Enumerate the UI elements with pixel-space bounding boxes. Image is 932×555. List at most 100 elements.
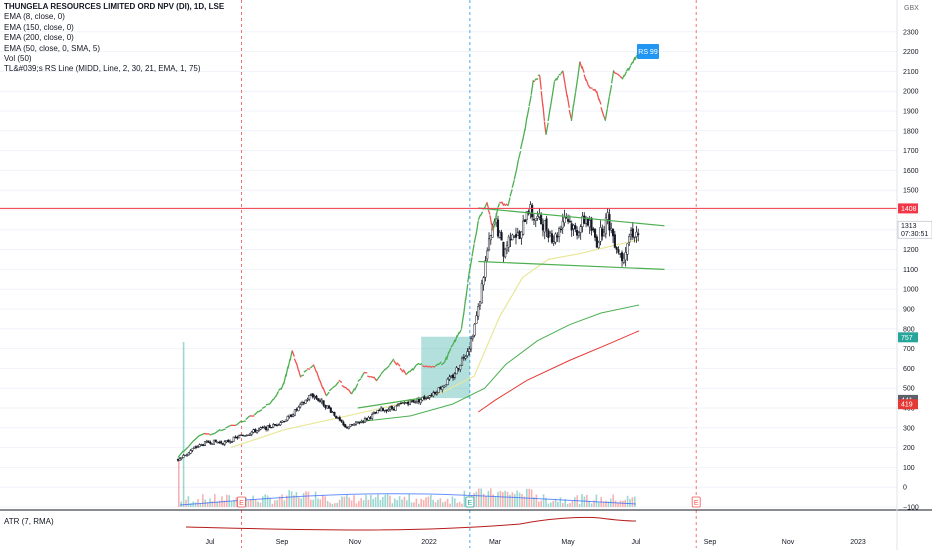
last-price-label: 1313 [901,223,917,230]
rs-line-segment [348,389,351,394]
candle-body [341,420,343,422]
indicator-ema50[interactable]: EMA (50, close, 0, SMA, 5) [4,44,224,54]
indicator-ema8[interactable]: EMA (8, close, 0) [4,12,224,22]
candle-body [181,457,183,458]
candle-body [542,224,544,230]
candle-body [434,392,436,393]
candle-body [522,221,524,234]
candle-body [326,406,328,408]
candle-body [549,233,551,236]
rs-line-segment [189,440,194,446]
atr-label[interactable]: ATR (7, RMA) [4,517,54,526]
rs-line-segment [332,386,335,388]
grid [0,32,897,507]
rs-line-segment [269,399,273,404]
candle-body [504,249,506,257]
candle-body [564,217,566,222]
volume-bar [428,497,430,507]
shaded-box-rect [421,337,470,398]
indicator-ema200[interactable]: EMA (200, close, 0) [4,33,224,43]
volume-bar [180,502,182,507]
volume-bar [632,497,634,507]
volume-bar [344,497,346,507]
candle-body [197,447,199,448]
candle-body [429,396,431,398]
candle-body [485,261,487,278]
candle-body [294,410,296,416]
volume-bar [310,500,312,507]
candle-body [357,422,359,423]
candle-body [467,352,469,356]
candle-body [472,336,474,338]
y-tick-label: −100 [903,505,919,512]
candle-body [618,250,620,253]
indicator-ema150[interactable]: EMA (150, close, 0) [4,23,224,33]
volume-bar [567,504,569,507]
indicator-rs-line[interactable]: TL&#039;s RS Line (MIDD, Line, 2, 30, 21… [4,64,224,74]
rs-line-segment [618,74,620,76]
candle-body [310,394,312,395]
rs-line-segment [266,404,270,405]
candle-body [350,424,352,426]
candle-body [625,252,627,260]
axes: EEE−100010020030040050060070080090010001… [206,5,920,546]
volume-bar [574,497,576,507]
rs-line-segment [620,76,622,78]
rs-line-segment [576,78,578,92]
legend: THUNGELA RESOURCES LIMITED ORD NPV (DI),… [4,2,224,75]
candle-body [325,405,327,407]
candle-body [330,408,332,413]
candle-body [213,440,215,444]
y-tick-label: 2200 [903,49,919,56]
candle-body [274,424,276,425]
candle-body [321,400,323,402]
volume-bar [552,501,554,507]
y-tick-label: 1600 [903,168,919,175]
candle-body [386,410,388,411]
volume-bar [264,494,266,507]
volume-bar [543,494,545,507]
candle-body [296,409,298,410]
candle-body [458,368,460,369]
candle-body [335,416,337,418]
y-tick-label: 700 [903,346,915,353]
rs-line-segment [390,359,394,365]
volume-bar [488,491,490,507]
volume-bar [252,496,254,507]
candle-body [447,379,449,385]
x-tick-label: Jul [206,539,215,546]
candle-body [589,220,591,227]
volume-bar [312,500,314,507]
chart-title: THUNGELA RESOURCES LIMITED ORD NPV (DI),… [4,2,224,12]
volume-bar [572,501,574,507]
rs-line-segment [310,366,313,368]
rs-line-segment [502,202,504,206]
indicator-volume[interactable]: Vol (50) [4,54,224,64]
volume-bar [269,498,271,507]
candle-body [566,218,568,219]
volume-bar [516,491,518,507]
rs-line-segment [616,73,618,74]
candle-body [567,219,569,221]
volume-bar [442,502,444,507]
candle-body [583,216,585,224]
x-tick-label: Nov [782,539,795,546]
candle-body [208,441,210,443]
countdown-label: 07:30:51 [901,231,928,238]
candle-body [260,428,262,429]
rs-line-segment [301,375,304,376]
candle-body [503,242,505,256]
candle-body [384,410,386,411]
candle-body [193,447,195,448]
volume-bar [339,500,341,507]
rs-line-segment [474,234,476,244]
volume-bar [358,501,360,507]
volume-bar [512,492,514,507]
rs-line-segment [624,72,626,77]
candle-body [521,232,523,238]
volume-bar [612,495,614,507]
candle-body [246,435,248,436]
volume-bar [356,503,358,507]
